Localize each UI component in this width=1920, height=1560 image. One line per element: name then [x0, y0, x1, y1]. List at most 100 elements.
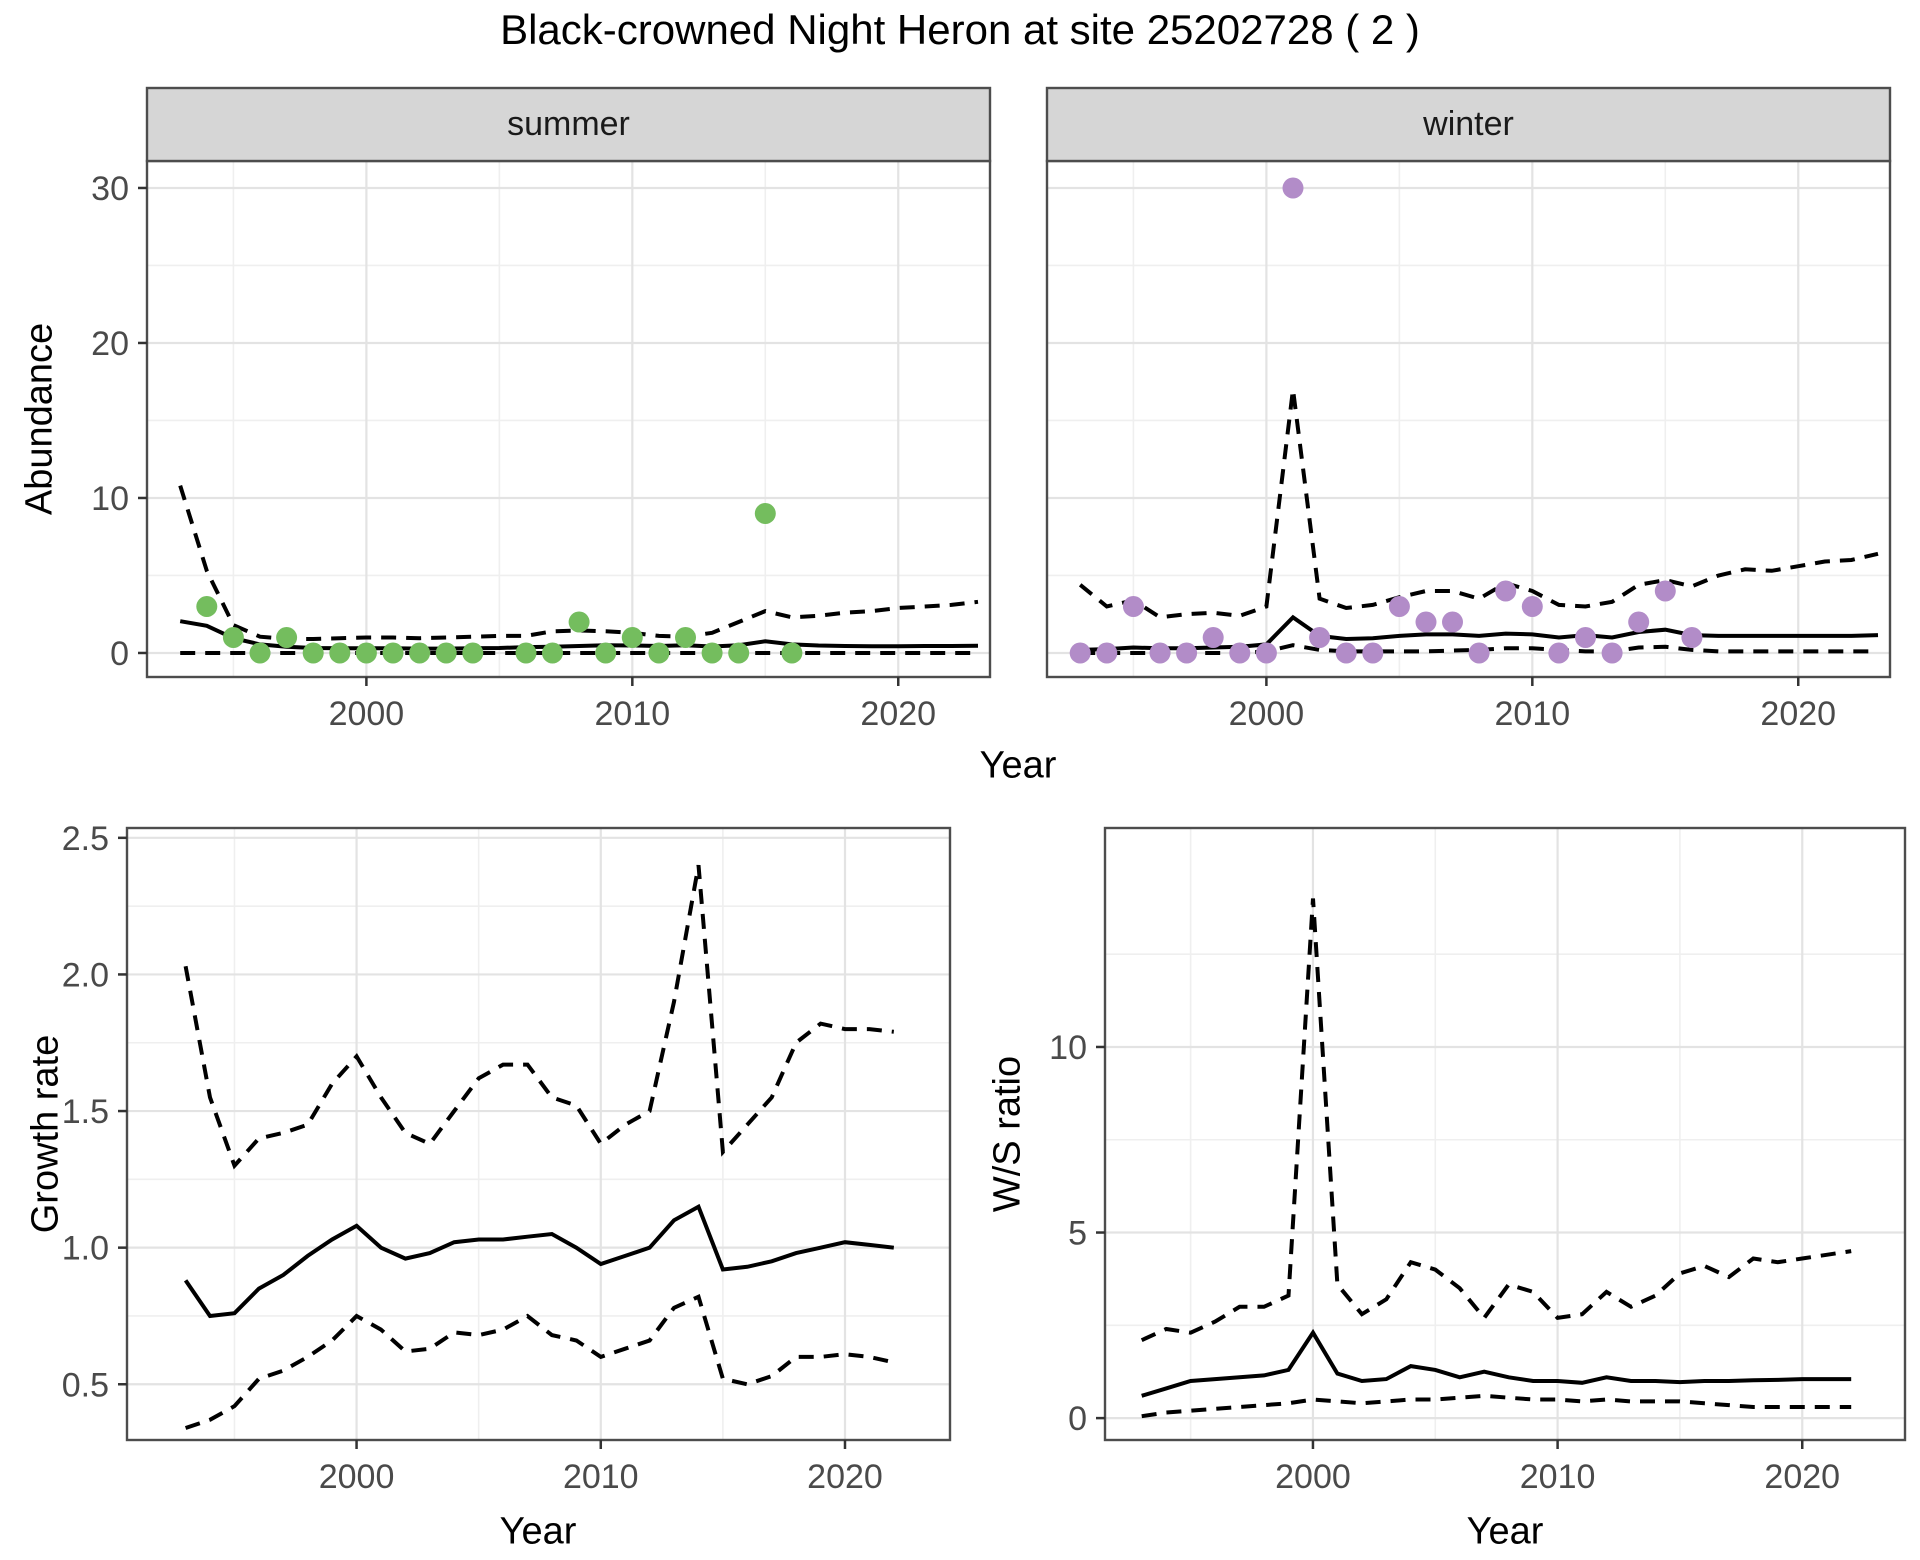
data-point [1548, 642, 1570, 664]
x-tick-label: 2010 [563, 1458, 639, 1496]
data-point [542, 642, 563, 664]
data-point [754, 503, 776, 524]
abundance-y-axis-title: Abundance [18, 322, 61, 516]
y-tick-label: 30 [91, 170, 129, 208]
data-point [1255, 642, 1277, 664]
facet-strip [1045, 86, 1892, 163]
y-tick-label: 10 [91, 480, 129, 518]
data-point [1335, 642, 1357, 664]
gridlines-minor [1105, 828, 1905, 1440]
data-point [382, 642, 404, 664]
data-point [1202, 627, 1224, 648]
ci-upper-line [183, 864, 895, 1170]
panel-border [1103, 826, 1907, 1442]
x-tick-label: 2020 [1764, 1458, 1840, 1496]
y-tick-label: 0 [110, 635, 129, 673]
data-point [435, 642, 457, 664]
top-x-axis-title: Year [979, 744, 1057, 787]
x-tick-label: 2000 [329, 695, 405, 733]
data-point [462, 642, 484, 664]
data-point [568, 611, 590, 633]
data-point [1442, 611, 1463, 633]
x-tick-label: 2000 [319, 1458, 395, 1496]
data-point [1282, 177, 1304, 199]
axis-ticks: 2000 2010 2020 0 10 20 30 [91, 170, 936, 733]
panel-border [125, 826, 952, 1442]
data-point [781, 642, 803, 664]
gridlines-minor [1047, 161, 1890, 677]
data-point [1388, 596, 1410, 617]
y-tick-label: 1.0 [62, 1230, 109, 1268]
y-tick-label: 0.5 [62, 1366, 109, 1404]
data-point [329, 642, 351, 664]
data-point [196, 596, 218, 617]
panel-background [1105, 828, 1905, 1440]
data-point [1628, 611, 1650, 633]
ci-upper-line [1078, 389, 1879, 620]
y-tick-label: 10 [1049, 1029, 1087, 1067]
data-point [409, 642, 431, 664]
y-tick-label: 5 [1068, 1215, 1087, 1253]
y-tick-label: 20 [91, 325, 129, 363]
data-point [355, 642, 377, 664]
panel-ws-ratio: 2000 2010 2020 0 5 10 [1049, 826, 1907, 1496]
gridlines-major [127, 828, 950, 1440]
facet-strip [145, 86, 992, 163]
data-point [595, 642, 617, 664]
data-point [1069, 642, 1091, 664]
data-point [648, 642, 670, 664]
gridlines-minor [127, 828, 950, 1440]
x-tick-label: 2000 [1229, 695, 1305, 733]
gridlines-major [147, 161, 990, 677]
data-point [1601, 642, 1623, 664]
data-point [1521, 596, 1543, 617]
data-point [1096, 642, 1118, 664]
data-point [1309, 627, 1331, 648]
data-point [1229, 642, 1251, 664]
panel-background [127, 828, 950, 1440]
y-tick-label: 0 [1068, 1400, 1087, 1438]
data-point [1176, 642, 1198, 664]
axis-ticks: 2000 2010 2020 [1229, 677, 1836, 733]
ws-ratio-x-axis-title: Year [1466, 1510, 1544, 1553]
x-tick-label: 2010 [1520, 1458, 1596, 1496]
gridlines-minor [147, 161, 990, 677]
panel-abundance-summer: 2000 2010 2020 0 10 20 30 [91, 86, 992, 733]
x-tick-label: 2010 [1495, 695, 1571, 733]
x-tick-label: 2020 [807, 1458, 883, 1496]
data-point [302, 642, 324, 664]
ci-upper-line [1140, 898, 1852, 1343]
data-point [1495, 580, 1517, 602]
data-point [701, 642, 723, 664]
data-point [276, 627, 298, 648]
ws-ratio-y-axis-title: W/S ratio [986, 1055, 1029, 1213]
data-point [1122, 596, 1144, 617]
x-tick-label: 2000 [1275, 1458, 1351, 1496]
x-tick-label: 2010 [595, 695, 671, 733]
data-point [1654, 580, 1676, 602]
mean-line [183, 1203, 895, 1319]
y-tick-label: 2.5 [62, 820, 109, 858]
y-tick-label: 2.0 [62, 956, 109, 994]
ci-lower-line [1141, 1393, 1852, 1419]
panel-growth-rate: 2000 2010 2020 0.5 1.0 1.5 2.0 2.5 [62, 820, 952, 1496]
panel-background [1047, 161, 1890, 677]
data-point [1149, 642, 1171, 664]
data-point [675, 627, 696, 648]
data-point [1362, 642, 1384, 664]
data-point [1415, 611, 1437, 633]
x-tick-label: 2020 [860, 695, 936, 733]
panel-abundance-winter: 2000 2010 2020 [1045, 86, 1892, 733]
data-points [196, 503, 803, 664]
growth-rate-y-axis-title: Growth rate [24, 1034, 67, 1234]
y-tick-label: 1.5 [62, 1093, 109, 1131]
figure-title: Black-crowned Night Heron at site 252027… [500, 6, 1420, 53]
data-point [515, 642, 537, 664]
data-point [621, 627, 643, 648]
data-point [1575, 627, 1596, 648]
axis-ticks: 2000 2010 2020 0 5 10 [1049, 1029, 1840, 1496]
mean-line [1141, 1328, 1852, 1398]
data-point [1681, 627, 1703, 648]
